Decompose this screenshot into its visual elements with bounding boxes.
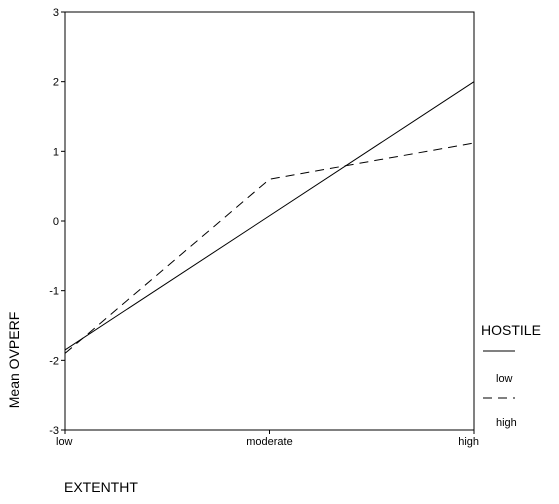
plot-frame [64, 11, 475, 431]
y-tick-label: 1 [53, 146, 59, 158]
y-axis-title: Mean OVPERF [6, 312, 22, 408]
y-tick-label: -1 [49, 286, 59, 298]
y-tick-label: 0 [53, 216, 59, 228]
y-axis-ticks: 3 2 1 0 -1 -2 -3 [49, 7, 65, 437]
legend-label-high: high [496, 417, 517, 429]
x-tick-label: low [56, 436, 73, 448]
y-tick-label: -2 [49, 355, 59, 367]
series-line-low [64, 81, 475, 351]
legend: HOSTILE low high [481, 322, 541, 429]
legend-title: HOSTILE [481, 322, 541, 338]
series-line-high [64, 142, 475, 354]
legend-label-low: low [496, 373, 513, 385]
series-layer [64, 81, 475, 354]
y-tick-label: -3 [49, 425, 59, 437]
x-tick-label: moderate [246, 436, 292, 448]
y-tick-label: 2 [53, 77, 59, 89]
x-axis-ticks: low moderate high [56, 430, 479, 448]
x-axis-title: EXTENTHT [64, 479, 138, 495]
x-tick-label: high [458, 436, 479, 448]
y-tick-label: 3 [53, 7, 59, 19]
